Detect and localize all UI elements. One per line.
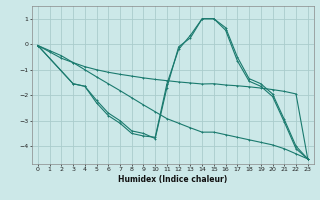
X-axis label: Humidex (Indice chaleur): Humidex (Indice chaleur): [118, 175, 228, 184]
